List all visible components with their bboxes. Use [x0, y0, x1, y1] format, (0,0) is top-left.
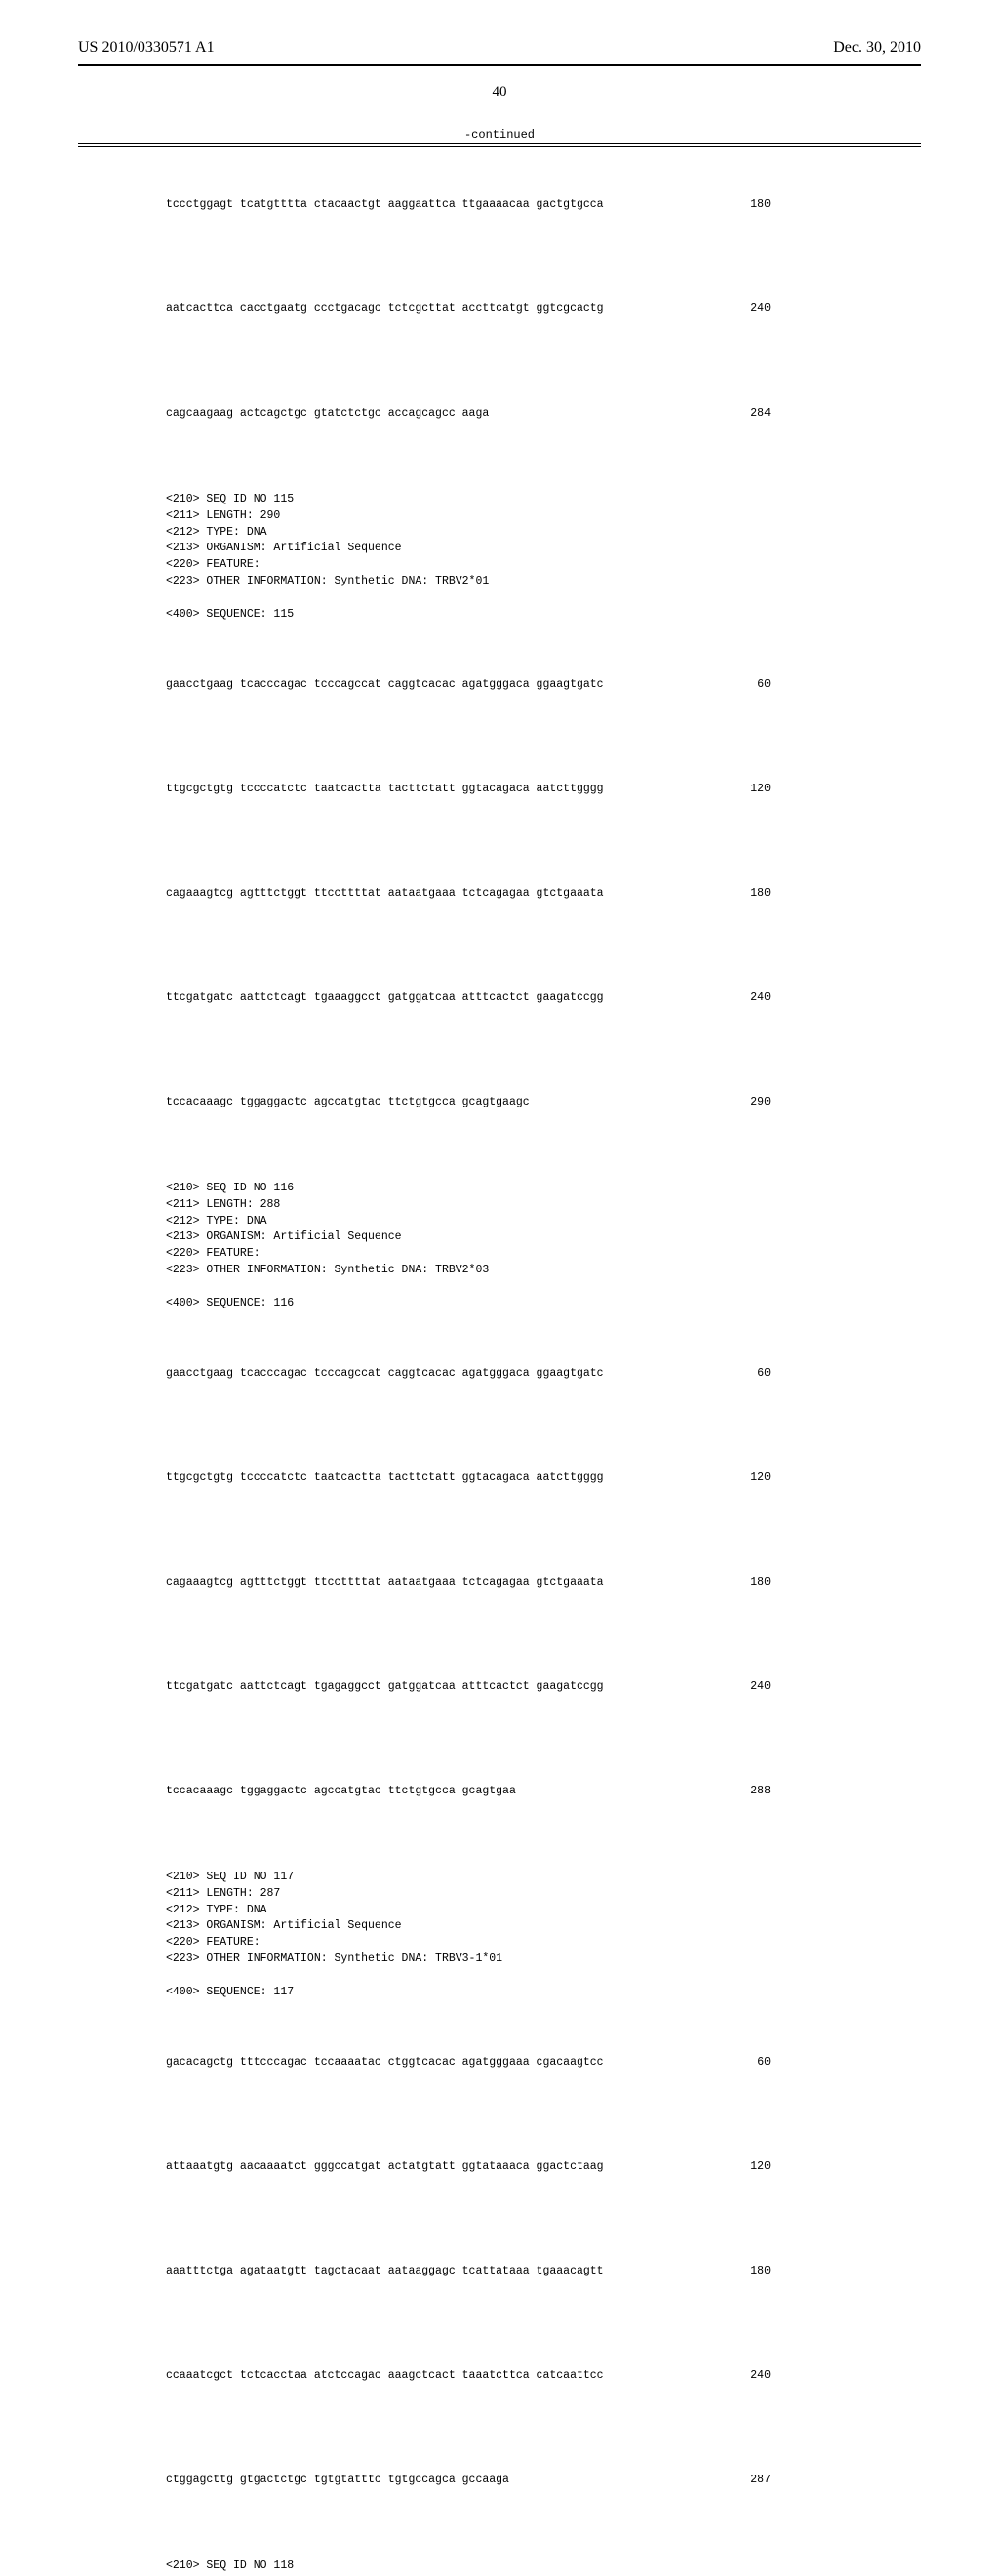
- sequence-line: attaaatgtg aacaaaatct gggccatgat actatgt…: [166, 2158, 790, 2176]
- sequence-line: gacacagctg tttcccagac tccaaaatac ctggtca…: [166, 2054, 790, 2072]
- meta-line: <213> ORGANISM: Artificial Sequence: [166, 542, 402, 554]
- sequence-position: 240: [712, 1678, 771, 1696]
- sequence-position: 60: [712, 676, 771, 694]
- sequence-text: gacacagctg tttcccagac tccaaaatac ctggtca…: [166, 2054, 712, 2072]
- sequence-line: tccacaaagc tggaggactc agccatgtac ttctgtg…: [166, 1783, 790, 1800]
- meta-line: <220> FEATURE:: [166, 558, 260, 571]
- continued-label: -continued: [78, 128, 921, 141]
- sequence-line: ttcgatgatc aattctcagt tgaaaggcct gatggat…: [166, 989, 790, 1007]
- sequence-text: attaaatgtg aacaaaatct gggccatgat actatgt…: [166, 2158, 712, 2176]
- sequence-position: 120: [712, 781, 771, 798]
- sequence-text: ttcgatgatc aattctcagt tgaaaggcct gatggat…: [166, 989, 712, 1007]
- sequence-text: tccacaaagc tggaggactc agccatgtac ttctgtg…: [166, 1094, 712, 1111]
- page-number: 40: [78, 84, 921, 101]
- sequence-line: ctggagcttg gtgactctgc tgtgtatttc tgtgcca…: [166, 2472, 790, 2489]
- sequence-position: 287: [712, 2472, 771, 2489]
- meta-line: <223> OTHER INFORMATION: Synthetic DNA: …: [166, 575, 489, 587]
- sequence-line: tccacaaagc tggaggactc agccatgtac ttctgtg…: [166, 1094, 790, 1111]
- sequence-text: aatcacttca cacctgaatg ccctgacagc tctcgct…: [166, 301, 712, 318]
- sequence-metadata: <210> SEQ ID NO 117 <211> LENGTH: 287 <2…: [166, 1870, 921, 1967]
- sequence-line: cagcaagaag actcagctgc gtatctctgc accagca…: [166, 405, 790, 423]
- sequence-metadata: <210> SEQ ID NO 118 <211> LENGTH: 279 <2…: [166, 2558, 921, 2576]
- sequence-text: ttgcgctgtg tccccatctc taatcactta tacttct…: [166, 1469, 712, 1487]
- sequence-text: tccacaaagc tggaggactc agccatgtac ttctgtg…: [166, 1783, 712, 1800]
- sequence-text: cagcaagaag actcagctgc gtatctctgc accagca…: [166, 405, 712, 423]
- meta-line: <220> FEATURE:: [166, 1247, 260, 1260]
- sequence-text: gaacctgaag tcacccagac tcccagccat caggtca…: [166, 676, 712, 694]
- sequence-block: gaacctgaag tcacccagac tcccagccat caggtca…: [166, 1330, 921, 1834]
- sequence-label: <400> SEQUENCE: 115: [166, 607, 921, 624]
- meta-line: <213> ORGANISM: Artificial Sequence: [166, 1230, 402, 1243]
- sequence-line: ccaaatcgct tctcacctaa atctccagac aaagctc…: [166, 2367, 790, 2385]
- sequence-line: ttcgatgatc aattctcagt tgagaggcct gatggat…: [166, 1678, 790, 1696]
- sequence-text: cagaaagtcg agtttctggt ttccttttat aataatg…: [166, 885, 712, 903]
- meta-line: <210> SEQ ID NO 116: [166, 1182, 294, 1194]
- meta-line: <220> FEATURE:: [166, 1936, 260, 1949]
- sequence-label: <400> SEQUENCE: 117: [166, 1985, 921, 2001]
- content-rule-top: [78, 143, 921, 144]
- sequence-block-top: tccctggagt tcatgtttta ctacaactgt aaggaat…: [166, 161, 921, 457]
- sequence-text: ccaaatcgct tctcacctaa atctccagac aaagctc…: [166, 2367, 712, 2385]
- sequence-text: ttcgatgatc aattctcagt tgagaggcct gatggat…: [166, 1678, 712, 1696]
- sequence-text: gaacctgaag tcacccagac tcccagccat caggtca…: [166, 1365, 712, 1383]
- sequence-position: 288: [712, 1783, 771, 1800]
- sequence-line: aaatttctga agataatgtt tagctacaat aataagg…: [166, 2263, 790, 2280]
- sequence-label: <400> SEQUENCE: 116: [166, 1296, 921, 1312]
- meta-line: <211> LENGTH: 290: [166, 509, 280, 522]
- meta-line: <223> OTHER INFORMATION: Synthetic DNA: …: [166, 1952, 502, 1965]
- meta-line: <210> SEQ ID NO 115: [166, 493, 294, 505]
- meta-line: <210> SEQ ID NO 118: [166, 2559, 294, 2572]
- sequence-position: 240: [712, 989, 771, 1007]
- sequence-line: cagaaagtcg agtttctggt ttccttttat aataatg…: [166, 885, 790, 903]
- sequence-text: cagaaagtcg agtttctggt ttccttttat aataatg…: [166, 1574, 712, 1591]
- sequence-text: aaatttctga agataatgtt tagctacaat aataagg…: [166, 2263, 712, 2280]
- sequence-position: 290: [712, 1094, 771, 1111]
- meta-line: <213> ORGANISM: Artificial Sequence: [166, 1919, 402, 1932]
- sequence-position: 60: [712, 1365, 771, 1383]
- sequence-metadata: <210> SEQ ID NO 116 <211> LENGTH: 288 <2…: [166, 1181, 921, 1278]
- sequence-position: 120: [712, 1469, 771, 1487]
- sequence-position: 240: [712, 2367, 771, 2385]
- content-rule-bottom: [78, 146, 921, 147]
- sequence-line: cagaaagtcg agtttctggt ttccttttat aataatg…: [166, 1574, 790, 1591]
- publication-date: Dec. 30, 2010: [833, 39, 921, 57]
- sequence-position: 240: [712, 301, 771, 318]
- meta-line: <223> OTHER INFORMATION: Synthetic DNA: …: [166, 1264, 489, 1276]
- sequence-position: 180: [712, 1574, 771, 1591]
- sequence-position: 120: [712, 2158, 771, 2176]
- sequence-block: gacacagctg tttcccagac tccaaaatac ctggtca…: [166, 2019, 921, 2523]
- sequence-position: 284: [712, 405, 771, 423]
- sequence-metadata: <210> SEQ ID NO 115 <211> LENGTH: 290 <2…: [166, 492, 921, 589]
- sequence-line: gaacctgaag tcacccagac tcccagccat caggtca…: [166, 1365, 790, 1383]
- sequence-text: tccctggagt tcatgtttta ctacaactgt aaggaat…: [166, 196, 712, 214]
- publication-number: US 2010/0330571 A1: [78, 39, 215, 57]
- sequence-text: ctggagcttg gtgactctgc tgtgtatttc tgtgcca…: [166, 2472, 712, 2489]
- sequence-line: ttgcgctgtg tccccatctc taatcactta tacttct…: [166, 781, 790, 798]
- sequence-block: gaacctgaag tcacccagac tcccagccat caggtca…: [166, 641, 921, 1146]
- meta-line: <212> TYPE: DNA: [166, 526, 267, 539]
- sequence-line: aatcacttca cacctgaatg ccctgacagc tctcgct…: [166, 301, 790, 318]
- meta-line: <211> LENGTH: 288: [166, 1198, 280, 1211]
- meta-line: <212> TYPE: DNA: [166, 1215, 267, 1228]
- sequence-line: ttgcgctgtg tccccatctc taatcactta tacttct…: [166, 1469, 790, 1487]
- sequence-line: tccctggagt tcatgtttta ctacaactgt aaggaat…: [166, 196, 790, 214]
- sequence-position: 60: [712, 2054, 771, 2072]
- sequence-position: 180: [712, 885, 771, 903]
- meta-line: <210> SEQ ID NO 117: [166, 1871, 294, 1883]
- meta-line: <211> LENGTH: 287: [166, 1887, 280, 1900]
- sequence-line: gaacctgaag tcacccagac tcccagccat caggtca…: [166, 676, 790, 694]
- header-rule: [78, 64, 921, 66]
- sequence-position: 180: [712, 196, 771, 214]
- sequence-text: ttgcgctgtg tccccatctc taatcactta tacttct…: [166, 781, 712, 798]
- page: US 2010/0330571 A1 Dec. 30, 2010 40 -con…: [0, 0, 999, 1288]
- page-header: US 2010/0330571 A1 Dec. 30, 2010: [78, 39, 921, 57]
- sequence-position: 180: [712, 2263, 771, 2280]
- meta-line: <212> TYPE: DNA: [166, 1904, 267, 1916]
